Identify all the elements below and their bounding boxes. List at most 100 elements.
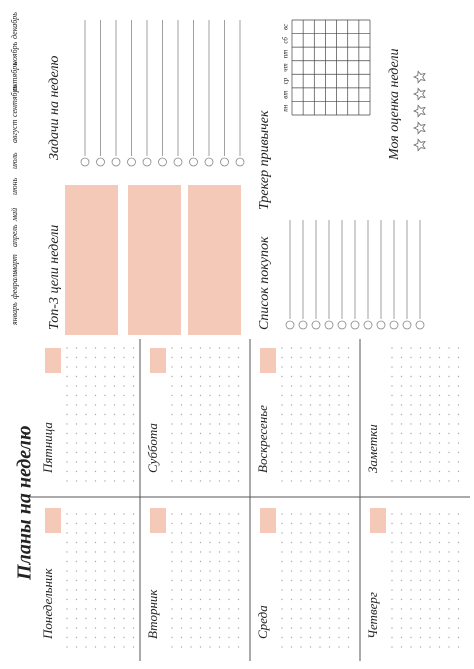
dot [123,532,125,534]
dot [75,636,78,639]
month: апрель [10,224,19,247]
dot [300,513,302,515]
dot [347,413,350,416]
dot [85,461,87,463]
dot [209,413,211,416]
dot [94,461,97,463]
dot [209,608,211,610]
dot [190,646,192,648]
dot [438,451,441,454]
dot [228,404,230,406]
dot [410,579,412,582]
dot [300,394,302,397]
dot [104,617,106,620]
dot [228,627,230,629]
dot [300,413,302,416]
dot [457,532,460,534]
dot [104,480,106,482]
dot [209,423,211,425]
dot [400,356,403,359]
dot [218,636,221,639]
checkbox [311,320,321,330]
dot [66,461,68,463]
dot [429,385,431,387]
dot [281,560,283,563]
dot [438,442,441,444]
dot [319,480,321,482]
dot [309,551,312,553]
dot [309,627,312,629]
dot [300,347,302,349]
dot [328,432,331,435]
dot [281,646,283,648]
dot [132,423,135,425]
dot [104,570,106,572]
dot [338,541,340,544]
dot [123,470,125,473]
dot [180,423,183,425]
dot [328,522,331,525]
dot [419,375,422,378]
dot [319,366,321,368]
dot [391,617,393,620]
dot [328,480,331,482]
dot [319,423,321,425]
dot [94,394,97,397]
dot [75,522,78,525]
dot [448,451,450,454]
dot [448,522,450,525]
dot [66,522,68,525]
dot [457,541,460,544]
dot [209,646,211,648]
dot [419,423,422,425]
dot [438,366,441,368]
dot [171,513,173,515]
dot [104,451,106,454]
dot [190,423,192,425]
dot [309,617,312,620]
dot [281,375,283,378]
dot [400,413,403,416]
dot [132,579,135,582]
dot [319,356,321,359]
dot [309,375,312,378]
checkbox [285,320,295,330]
dot [338,551,340,553]
dot [228,579,230,582]
month: декабрь [10,12,19,39]
dot [180,589,183,591]
dot [171,423,173,425]
dot [180,356,183,359]
dot [300,570,302,572]
dot [338,394,340,397]
dot [199,570,202,572]
dot [309,608,312,610]
dot [66,394,68,397]
dot [228,551,230,553]
dot [300,432,302,435]
dot [438,579,441,582]
dot [429,451,431,454]
dot [237,589,240,591]
dot [338,375,340,378]
dot [410,532,412,534]
dot [171,461,173,463]
dot [123,598,125,601]
day-label: Понедельник [40,568,55,640]
dot [319,589,321,591]
dot [290,413,293,416]
weekday: ср [282,77,290,84]
dot [347,347,350,349]
dot [410,451,412,454]
dot [457,451,460,454]
dot [391,366,393,368]
dot [281,394,283,397]
dot [113,423,116,425]
dot [180,470,183,473]
dot [66,579,68,582]
goal-box [128,185,181,335]
dot [338,413,340,416]
dot [419,442,422,444]
dot [328,375,331,378]
